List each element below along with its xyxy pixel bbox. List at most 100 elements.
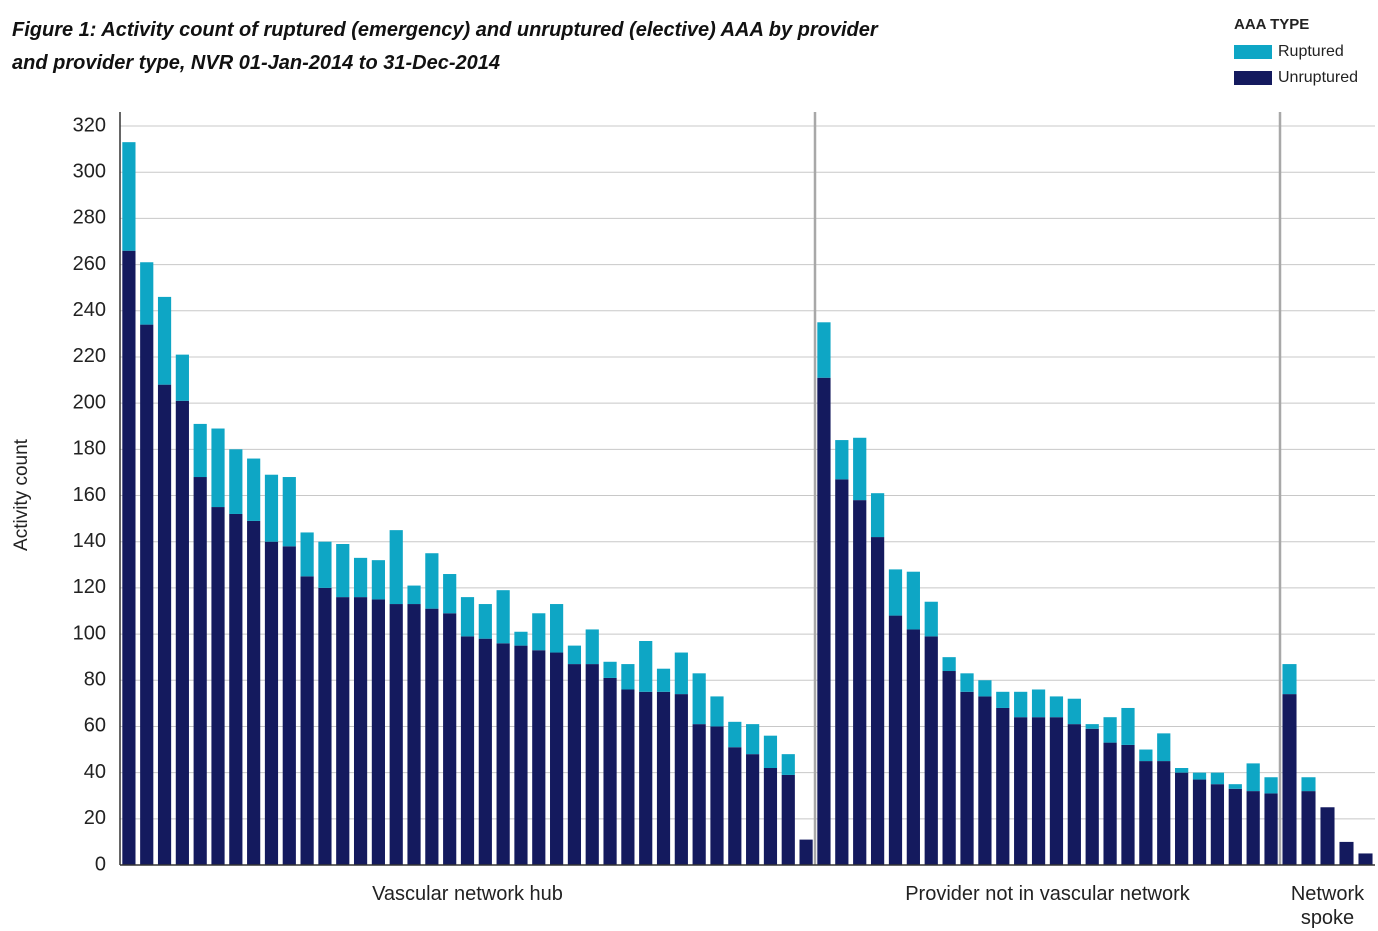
y-tick-label: 260 <box>73 253 106 275</box>
bar-segment <box>371 599 385 865</box>
bar-segment <box>175 354 189 401</box>
bar-segment <box>692 724 706 865</box>
bar-segment <box>1358 853 1373 865</box>
bar-segment <box>122 250 136 866</box>
y-tick-label: 320 <box>73 114 106 136</box>
legend-swatch <box>1234 45 1272 59</box>
bar-segment <box>157 384 172 865</box>
y-tick-label: 120 <box>73 576 106 598</box>
y-tick-label: 300 <box>73 160 106 182</box>
bar-segment <box>924 601 938 637</box>
bar-segment <box>1228 784 1242 789</box>
bar-segment <box>1049 717 1064 865</box>
bar-segment <box>996 691 1010 708</box>
bar-segment <box>389 530 403 605</box>
legend-label: Ruptured <box>1278 43 1344 60</box>
bar-segment <box>817 377 831 865</box>
bar-segment <box>603 661 617 678</box>
bar-segment <box>960 673 974 692</box>
bar-segment <box>674 694 688 865</box>
bar-segment <box>817 322 831 378</box>
bar-segment <box>763 768 778 865</box>
bar-segment <box>906 629 920 865</box>
bar-segment <box>247 458 261 521</box>
bar-segment <box>193 423 207 478</box>
bar-segment <box>1121 744 1135 865</box>
bar-segment <box>1031 717 1046 865</box>
bar-segment <box>264 541 279 865</box>
bar-segment <box>835 440 849 480</box>
y-tick-label: 180 <box>73 438 106 460</box>
bar-segment <box>1264 793 1278 865</box>
bar-segment <box>407 604 421 865</box>
bar-segment <box>621 689 635 865</box>
bar-segment <box>781 754 795 775</box>
bar-segment <box>496 590 510 644</box>
bar-segment <box>1031 689 1046 718</box>
bar-segment <box>1157 761 1171 865</box>
bar-segment <box>1246 763 1260 792</box>
bar-segment <box>710 726 724 865</box>
bar-segment <box>1301 777 1316 792</box>
bar-segment <box>122 142 136 251</box>
bar-segment <box>585 664 599 865</box>
bar-segment <box>140 262 154 325</box>
bar-segment <box>728 747 742 865</box>
bar-segment <box>746 724 760 755</box>
bar-segment <box>282 477 296 547</box>
bar-segment <box>692 673 706 725</box>
bar-segment <box>282 546 296 865</box>
bar-segment <box>853 500 867 865</box>
bar-segment <box>407 585 421 605</box>
bar-segment <box>478 638 492 865</box>
y-tick-label: 40 <box>84 761 106 783</box>
bar-segment <box>247 520 261 865</box>
bar-segment <box>1157 733 1171 762</box>
bar-segment <box>140 324 154 865</box>
bar-segment <box>229 449 243 514</box>
y-tick-label: 20 <box>84 807 106 829</box>
bar-segment <box>336 543 350 598</box>
bar-segment <box>1014 717 1028 865</box>
bar-segment <box>550 604 564 653</box>
bar-segment <box>1192 772 1207 780</box>
bar-segment <box>656 691 671 865</box>
group-label: Network spoke <box>1290 883 1365 929</box>
bar-segment <box>942 657 956 672</box>
y-tick-label: 160 <box>73 484 106 506</box>
bar-segment <box>460 636 475 865</box>
y-axis-label: Activity count <box>11 438 32 551</box>
bar-segment <box>835 479 849 865</box>
bar-segment <box>639 640 653 692</box>
bar-segment <box>1228 788 1242 865</box>
bar-segment <box>460 597 475 637</box>
bar-segment <box>443 574 457 614</box>
bar-segment <box>1085 724 1099 729</box>
bar-segment <box>425 608 439 865</box>
bar-segment <box>425 553 439 609</box>
bar-segment <box>656 668 671 692</box>
bar-segment <box>211 428 225 508</box>
bar-segment <box>175 400 189 865</box>
bar-segment <box>906 571 920 630</box>
bar-segment <box>1103 717 1117 743</box>
y-tick-label: 60 <box>84 715 106 737</box>
bar-segment <box>870 493 885 538</box>
bar-segment <box>1282 694 1297 865</box>
bar-segment <box>1014 691 1028 718</box>
legend-label: Unruptured <box>1278 69 1358 86</box>
bar-segment <box>1121 707 1135 745</box>
bar-segment <box>1320 807 1335 865</box>
bar-segment <box>1103 742 1117 865</box>
bar-segment <box>318 541 332 588</box>
bar-segment <box>888 569 903 616</box>
bar-segment <box>1175 768 1189 773</box>
bar-segment <box>1067 724 1081 865</box>
bar-segment <box>371 560 385 600</box>
bar-segment <box>728 721 742 748</box>
bar-segment <box>1175 772 1189 865</box>
bar-segment <box>763 735 778 769</box>
bar-segment <box>924 636 938 865</box>
